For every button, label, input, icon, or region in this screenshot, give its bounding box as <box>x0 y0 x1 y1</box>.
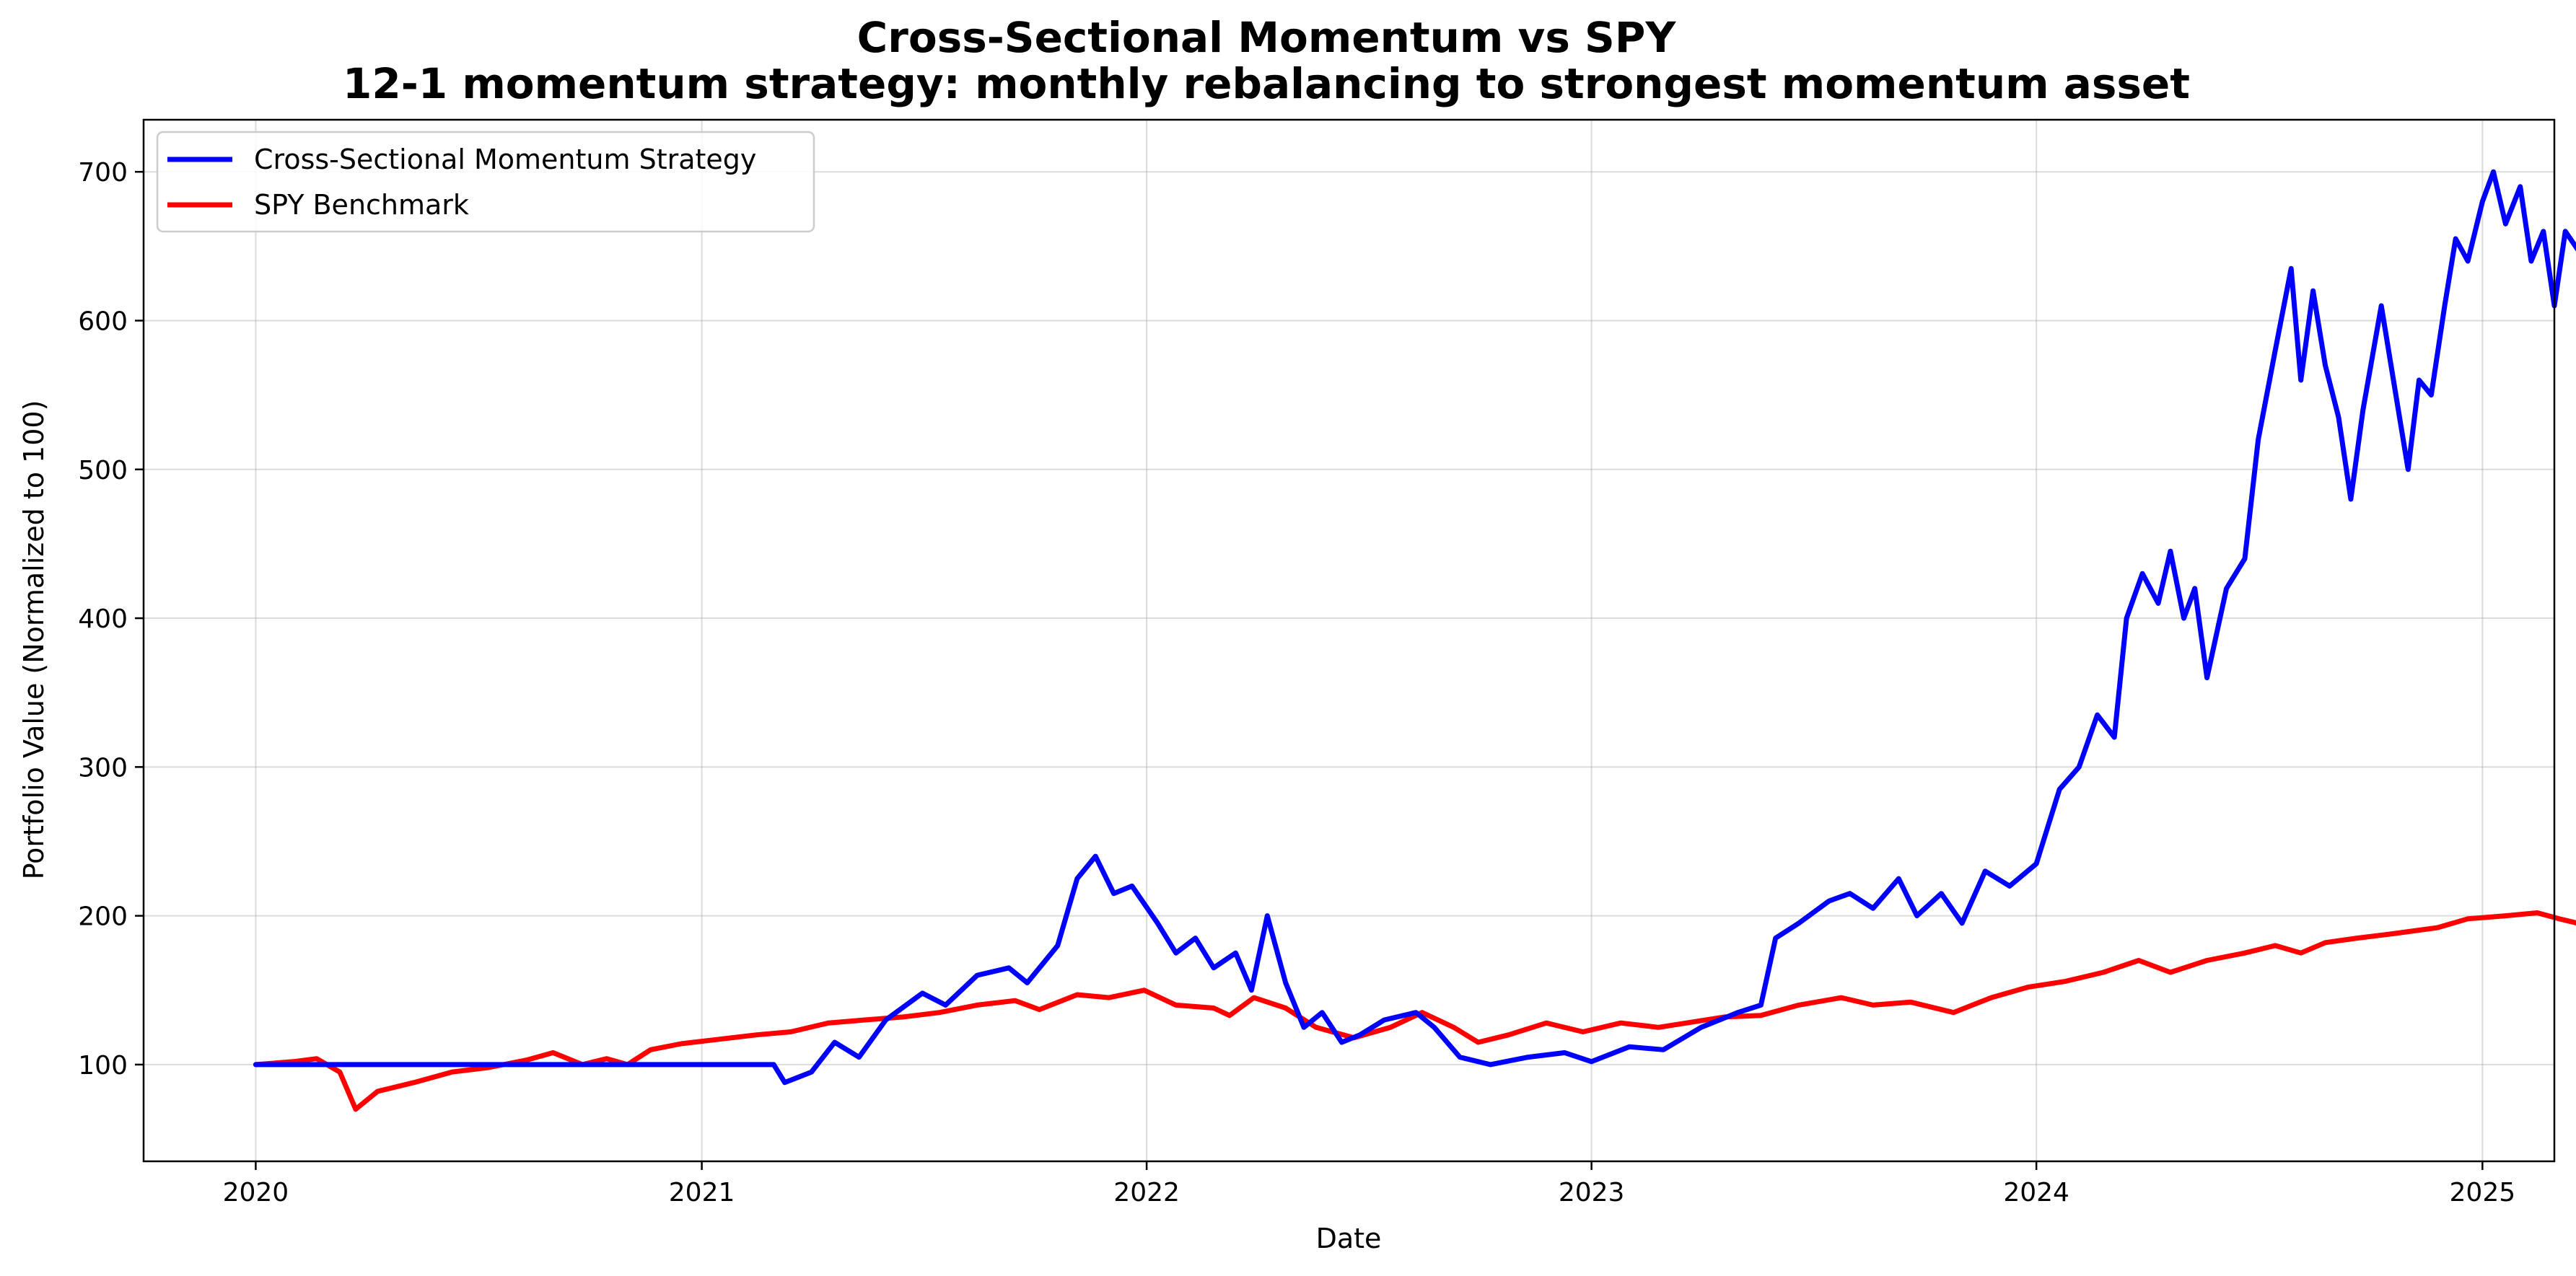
y-axis-label: Portfolio Value (Normalized to 100) <box>18 400 50 880</box>
y-tick-label: 600 <box>78 307 128 336</box>
x-tick-label: 2020 <box>223 1178 289 1207</box>
y-tick-label: 700 <box>78 158 128 188</box>
series-line-strategy <box>253 169 2576 1086</box>
x-tick-label: 2024 <box>2003 1178 2069 1207</box>
x-tick-label: 2021 <box>669 1178 735 1207</box>
x-axis-label: Date <box>1316 1223 1382 1254</box>
y-tick-label: 400 <box>78 604 128 634</box>
legend: Cross-Sectional Momentum Strategy SPY Be… <box>156 131 815 233</box>
plot-area-frame <box>142 118 2556 1163</box>
legend-label-spy: SPY Benchmark <box>254 189 469 221</box>
y-tick-label: 300 <box>78 753 128 783</box>
legend-label-strategy: Cross-Sectional Momentum Strategy <box>254 144 756 175</box>
grid <box>144 120 2554 1161</box>
y-tick-label: 200 <box>78 902 128 932</box>
x-tick-label: 2023 <box>1559 1178 1625 1207</box>
series-line-spy <box>253 910 2576 1112</box>
series-lines <box>253 169 2576 1112</box>
y-tick-label: 500 <box>78 456 128 485</box>
axis-ticks: 2020 2021 2022 2023 2024 2025 100 200 300 400 500 6… <box>78 158 2515 1207</box>
chart-subtitle: 12-1 momentum strategy: monthly rebalanc… <box>343 59 2190 108</box>
legend-box <box>156 131 815 233</box>
x-tick-label: 2025 <box>2450 1178 2516 1207</box>
y-tick-label: 100 <box>78 1051 128 1081</box>
x-tick-label: 2022 <box>1113 1178 1180 1207</box>
chart-title: Cross-Sectional Momentum vs SPY <box>857 13 1677 62</box>
